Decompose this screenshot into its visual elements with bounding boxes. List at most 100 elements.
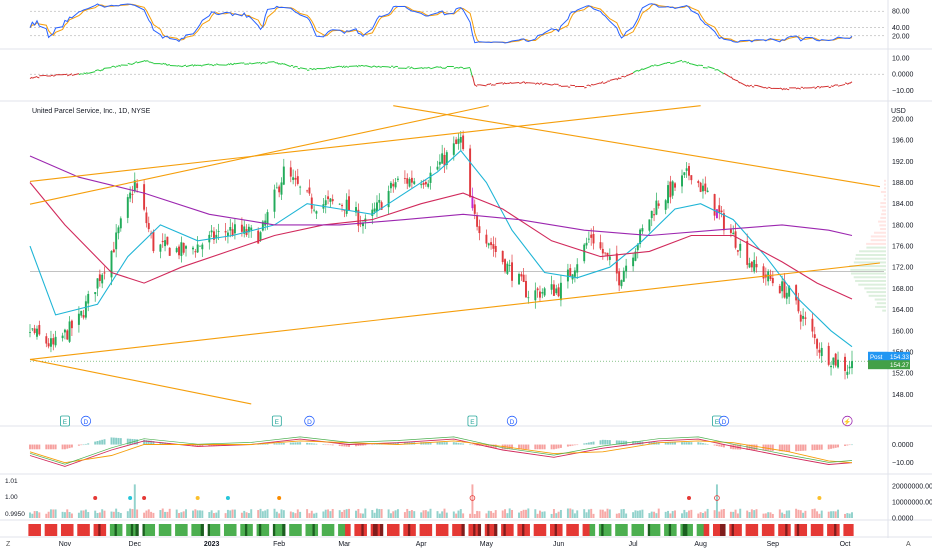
oscillator-segment xyxy=(782,88,784,90)
macd-histogram-bar xyxy=(583,443,585,444)
volume-bar xyxy=(667,511,669,518)
candle-body xyxy=(665,200,667,210)
earnings-event-marker[interactable]: E xyxy=(60,416,69,426)
macd-histogram-bar xyxy=(441,442,443,444)
oscillator-segment xyxy=(70,74,72,75)
volume-bar xyxy=(64,512,66,518)
candle-body xyxy=(45,336,47,343)
volume-bar xyxy=(274,509,276,518)
volume-bar xyxy=(423,510,425,518)
oscillator-segment xyxy=(496,83,503,84)
oscillator-segment xyxy=(95,70,97,71)
candle-body xyxy=(299,187,301,188)
volume-bar xyxy=(145,511,147,518)
volume-bar xyxy=(523,510,525,518)
volume-bar xyxy=(462,513,464,518)
volume-profile-bar xyxy=(859,250,886,252)
volume-bar xyxy=(576,510,578,518)
volume-bar xyxy=(281,509,283,518)
candle-body xyxy=(34,328,36,333)
oscillator-segment xyxy=(491,85,493,86)
volume-bar xyxy=(469,514,471,518)
oscillator-segment xyxy=(454,68,456,69)
dividend-event-marker[interactable]: D xyxy=(305,416,315,426)
candle-body xyxy=(476,216,478,227)
oscillator-segment xyxy=(181,66,183,67)
macd-histogram-bar xyxy=(299,442,301,444)
volume-bar xyxy=(227,510,229,518)
oscillator-segment xyxy=(819,86,821,88)
candle-body xyxy=(183,243,185,253)
volume-bar xyxy=(555,513,557,518)
volume-bar xyxy=(71,514,73,518)
candle-body xyxy=(702,186,704,192)
trend-strip-cell xyxy=(364,524,367,536)
candle-body xyxy=(176,248,178,252)
macd-histogram-bar xyxy=(311,443,313,444)
oscillator-segment xyxy=(72,74,79,76)
volume-bar xyxy=(395,510,397,518)
candle-body xyxy=(551,284,553,290)
volume-bar xyxy=(29,512,31,518)
time-axis-label: Nov xyxy=(59,541,72,548)
volume-bar xyxy=(38,512,40,518)
candle-body xyxy=(525,281,527,297)
candle-body xyxy=(527,297,529,298)
candle-body xyxy=(52,338,54,344)
trend-strip-cell xyxy=(135,524,138,536)
candle-body xyxy=(495,246,497,252)
candle-body xyxy=(78,314,80,325)
macd-histogram-bar xyxy=(346,445,348,447)
oscillator-segment xyxy=(798,88,800,89)
oscillator-segment xyxy=(489,83,491,84)
volume-bar xyxy=(569,508,571,518)
candle-body xyxy=(851,361,853,368)
candle-body xyxy=(700,183,702,192)
volume-bar xyxy=(544,511,546,518)
candle-body xyxy=(36,329,38,337)
candle-body xyxy=(846,372,848,375)
volume-bar xyxy=(52,509,54,518)
dividend-event-marker[interactable]: D xyxy=(507,416,517,426)
oscillator-segment xyxy=(440,67,442,68)
oscillator-segment xyxy=(624,76,626,77)
earnings-event-marker[interactable]: E xyxy=(272,416,281,426)
candle-body xyxy=(274,190,276,212)
candle-body xyxy=(197,245,199,253)
volume-profile-bar xyxy=(866,243,886,245)
oscillator-segment xyxy=(135,62,137,63)
volume-bar xyxy=(749,512,751,518)
candle-body xyxy=(276,188,278,189)
earnings-event-marker[interactable]: E xyxy=(468,416,477,426)
volume-bar xyxy=(199,510,201,518)
candle-body xyxy=(849,367,851,369)
volume-bar xyxy=(162,509,164,518)
price-axis-tick: 184.00 xyxy=(892,201,914,208)
trend-strip-cell xyxy=(282,524,285,536)
trend-strip-cell xyxy=(722,524,725,536)
macd-histogram-bar xyxy=(607,440,609,445)
oscillator-segment xyxy=(300,68,307,69)
timezone-corner[interactable]: Z xyxy=(6,541,11,548)
dividend-event-marker[interactable]: D xyxy=(81,416,91,426)
oscillator-segment xyxy=(258,62,260,63)
candle-body xyxy=(632,258,634,267)
auto-scale-button[interactable]: A xyxy=(906,541,911,548)
macd-histogram-bar xyxy=(315,444,317,445)
candle-body xyxy=(541,292,543,293)
candle-body xyxy=(411,178,413,183)
trend-strip-cell xyxy=(478,524,481,536)
volume-bar xyxy=(590,509,592,518)
oscillator-segment xyxy=(747,85,749,87)
candle-body xyxy=(225,231,227,232)
trend-strip-cell xyxy=(331,524,334,536)
macd-histogram-bar xyxy=(115,438,117,445)
split-event-marker[interactable]: ⚡ xyxy=(843,416,853,426)
macd-histogram-bar xyxy=(846,445,848,446)
dividend-event-marker[interactable]: D xyxy=(719,416,729,426)
volume-bar xyxy=(837,510,839,518)
volume-bar xyxy=(185,509,187,518)
candle-body xyxy=(602,249,604,254)
